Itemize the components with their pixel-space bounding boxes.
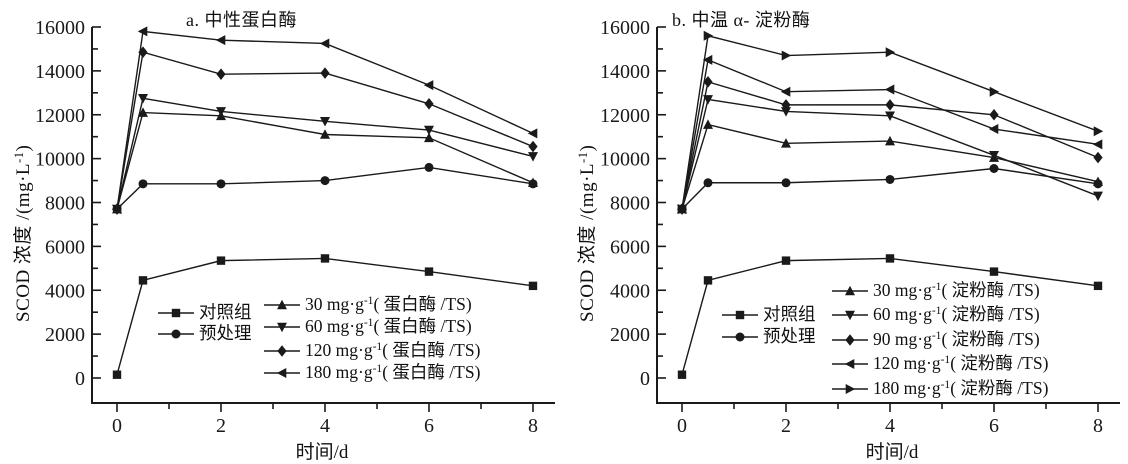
tick-marks xyxy=(657,26,1099,412)
tick-labels: 0 2000 4000 6000 8000 10000 12000 14000 16000 0 2 4… xyxy=(600,17,1103,437)
series-diamond xyxy=(677,76,1103,215)
series-square xyxy=(677,254,1103,379)
legend-item-30-b: 30 mg·g-1( 淀粉酶 /TS) xyxy=(832,279,1040,300)
triangle-left-marker-icon xyxy=(832,355,868,369)
svg-text:12000: 12000 xyxy=(35,105,85,127)
svg-text:12000: 12000 xyxy=(600,105,650,127)
svg-text:2: 2 xyxy=(781,415,791,437)
svg-text:2000: 2000 xyxy=(45,324,85,346)
legend-label: 60 mg·g-1( 蛋白酶 /TS) xyxy=(305,315,472,336)
legend-label: 180 mg·g-1( 蛋白酶 /TS) xyxy=(305,361,481,382)
chart-panel-a: 0 2000 4000 6000 8000 10000 12000 14000 16000 0 2 4… xyxy=(35,17,555,437)
legend-item-120-b: 120 mg·g-1( 淀粉酶 /TS) xyxy=(832,352,1049,373)
panel-b-title: b. 中温 α- 淀粉酶 xyxy=(672,10,811,30)
series-triangle-down xyxy=(112,93,538,215)
legend-item-pretreat-a: 预处理 xyxy=(158,322,252,343)
svg-text:16000: 16000 xyxy=(35,17,85,39)
legend-label: 30 mg·g-1( 蛋白酶 /TS) xyxy=(305,293,472,314)
series-circle xyxy=(677,163,1103,214)
panel-a-y-axis-label: SCOD 浓度 /(mg·L-1) xyxy=(8,145,35,322)
svg-text:6000: 6000 xyxy=(45,236,85,258)
panel-a-x-axis-label: 时间/d xyxy=(295,442,349,463)
panel-a-y-axis-label-text: SCOD 浓度 /(mg·L-1) xyxy=(12,144,34,322)
svg-text:0: 0 xyxy=(112,415,122,437)
triangle-left-marker-icon xyxy=(264,364,300,378)
square-marker-icon xyxy=(722,306,758,320)
panel-b-y-axis-label-text: SCOD 浓度 /(mg·L-1) xyxy=(576,144,598,322)
svg-text:8: 8 xyxy=(528,415,538,437)
series-triangle-left xyxy=(111,26,538,215)
legend-label: 90 mg·g-1( 淀粉酶 /TS) xyxy=(873,328,1040,349)
legend-label: 120 mg·g-1( 蛋白酶 /TS) xyxy=(305,339,481,360)
svg-text:10000: 10000 xyxy=(600,149,650,171)
legend-label: 120 mg·g-1( 淀粉酶 /TS) xyxy=(873,352,1049,373)
legend-item-180-b: 180 mg·g-1( 淀粉酶 /TS) xyxy=(832,377,1049,398)
svg-text:4000: 4000 xyxy=(610,280,650,302)
svg-text:16000: 16000 xyxy=(600,17,650,39)
legend-item-pretreat-b: 预处理 xyxy=(722,325,816,346)
panel-b-y-axis-label: SCOD 浓度 /(mg·L-1) xyxy=(572,145,599,322)
svg-text:8000: 8000 xyxy=(610,193,650,215)
svg-text:6: 6 xyxy=(989,415,999,437)
triangle-down-marker-icon xyxy=(832,306,868,321)
svg-text:0: 0 xyxy=(75,368,85,390)
tick-marks xyxy=(92,26,534,412)
diamond-marker-icon xyxy=(832,331,868,346)
legend-item-30-a: 30 mg·g-1( 蛋白酶 /TS) xyxy=(264,293,472,314)
svg-text:2000: 2000 xyxy=(610,324,650,346)
svg-text:6: 6 xyxy=(424,415,434,437)
tick-labels: 0 2000 4000 6000 8000 10000 12000 14000 16000 0 2 4… xyxy=(35,17,538,437)
chart-panel-b: 0 2000 4000 6000 8000 10000 12000 14000 16000 0 2 4… xyxy=(600,17,1120,437)
svg-text:0: 0 xyxy=(640,368,650,390)
svg-text:10000: 10000 xyxy=(35,149,85,171)
series-square xyxy=(112,254,538,379)
legend-label: 对照组 xyxy=(763,303,816,324)
svg-text:8: 8 xyxy=(1093,415,1103,437)
legend-label: 对照组 xyxy=(199,301,252,322)
svg-text:4: 4 xyxy=(885,415,895,437)
svg-text:0: 0 xyxy=(677,415,687,437)
legend-item-60-a: 60 mg·g-1( 蛋白酶 /TS) xyxy=(264,315,472,336)
svg-text:8000: 8000 xyxy=(45,193,85,215)
svg-text:2: 2 xyxy=(216,415,226,437)
triangle-up-marker-icon xyxy=(264,296,300,310)
legend-label: 60 mg·g-1( 淀粉酶 /TS) xyxy=(873,303,1040,324)
svg-text:4: 4 xyxy=(320,415,330,437)
panel-b-x-axis-label: 时间/d xyxy=(865,442,919,463)
axes xyxy=(91,27,555,404)
series-triangle-left xyxy=(676,54,1103,215)
triangle-up-marker-icon xyxy=(832,282,868,296)
triangle-right-marker-icon xyxy=(832,380,868,394)
series-circle xyxy=(112,162,538,214)
svg-text:14000: 14000 xyxy=(35,61,85,83)
panel-a-title: a. 中性蛋白酶 xyxy=(186,10,297,30)
legend-label: 预处理 xyxy=(763,325,816,346)
legend-label: 预处理 xyxy=(199,322,252,343)
legend-item-60-b: 60 mg·g-1( 淀粉酶 /TS) xyxy=(832,303,1040,324)
axes xyxy=(656,27,1120,404)
circle-marker-icon xyxy=(158,325,194,339)
legend-label: 30 mg·g-1( 淀粉酶 /TS) xyxy=(873,279,1040,300)
circle-marker-icon xyxy=(722,328,758,342)
legend-label: 180 mg·g-1( 淀粉酶 /TS) xyxy=(873,377,1049,398)
svg-text:14000: 14000 xyxy=(600,61,650,83)
legend-item-120-a: 120 mg·g-1( 蛋白酶 /TS) xyxy=(264,339,481,360)
square-marker-icon xyxy=(158,304,194,318)
legend-item-90-b: 90 mg·g-1( 淀粉酶 /TS) xyxy=(832,328,1040,349)
series-triangle-right xyxy=(677,30,1104,215)
diamond-marker-icon xyxy=(264,342,300,357)
triangle-down-marker-icon xyxy=(264,318,300,333)
svg-text:4000: 4000 xyxy=(45,280,85,302)
svg-text:6000: 6000 xyxy=(610,236,650,258)
legend-item-control-b: 对照组 xyxy=(722,303,816,324)
series-triangle-down xyxy=(677,95,1103,215)
legend-item-control-a: 对照组 xyxy=(158,301,252,322)
legend-item-180-a: 180 mg·g-1( 蛋白酶 /TS) xyxy=(264,361,481,382)
